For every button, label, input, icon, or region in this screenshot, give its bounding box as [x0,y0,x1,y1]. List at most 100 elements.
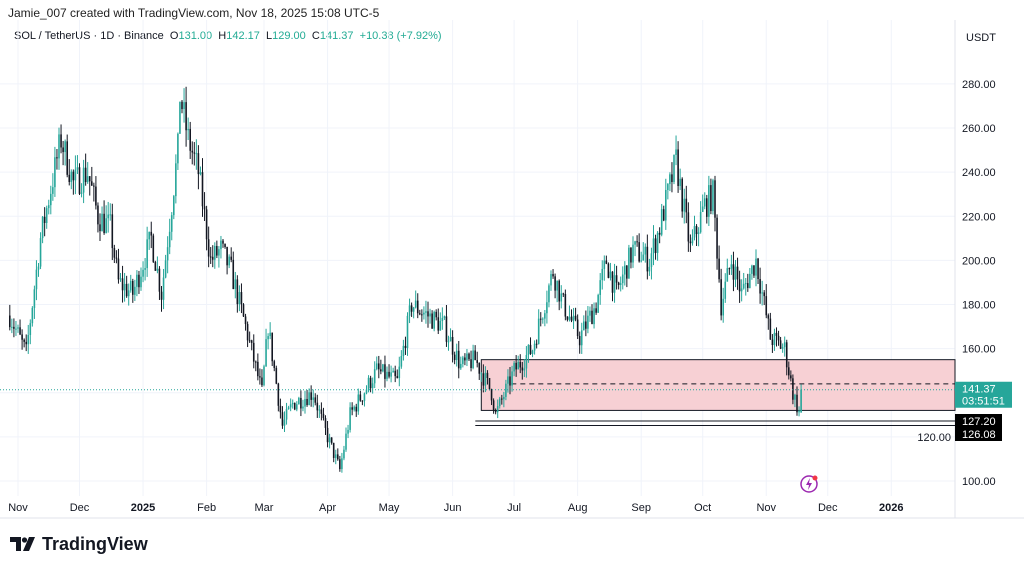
candle-body [636,241,638,243]
candle [675,135,677,166]
symbol-name[interactable]: SOL / TetherUS · 1D · Binance [14,30,164,42]
candle-body [607,263,610,278]
candle-body [291,402,294,405]
candle-body [794,394,796,400]
candle [644,243,647,263]
candle-body [662,209,665,221]
candle-body [611,271,614,293]
candle-body [232,259,235,290]
candle [199,166,202,176]
candle [72,169,75,195]
candle-body [390,372,392,377]
candle-body [408,305,411,316]
candle [578,331,581,354]
candle [521,361,524,380]
candle-body [25,341,27,345]
candle-body [58,134,60,159]
x-tick-label: Dec [70,502,90,514]
candle [542,317,544,324]
candle [332,442,335,463]
candle-body [265,339,267,367]
tradingview-logo-icon [10,536,35,551]
candle [191,141,194,165]
candle-body [744,283,747,285]
candle [265,328,267,367]
candle-body [773,332,776,346]
x-tick-label: Sep [631,502,651,514]
candle [35,260,38,301]
candle [648,258,651,276]
candle-body [226,246,228,266]
candle-body [783,342,786,348]
candle-body [484,372,487,386]
candle-body [404,345,407,349]
countdown-label: 03:51:51 [962,396,1005,408]
candle [205,205,208,251]
candle [800,384,802,413]
candle-body [86,176,89,183]
candle [765,284,768,319]
candle [15,320,17,336]
candle-body [314,397,317,403]
x-tick-label: 2026 [879,502,903,514]
candle-body [703,198,706,207]
candle-body [168,231,171,248]
candle [630,247,632,269]
candle-body [316,402,319,411]
candle-body [388,371,390,377]
candle-body [76,167,79,170]
y-tick-label: 100.00 [962,476,996,488]
candle [660,203,663,237]
candle-body [146,239,148,269]
candle [82,159,85,204]
candle-body [693,226,696,238]
candle-body [189,128,191,151]
candle [798,406,800,417]
candle-body [685,198,688,213]
candle-body [285,409,288,420]
candle-body [736,266,739,280]
candle-body [654,238,657,253]
candle [351,402,353,416]
candle-body [39,238,42,267]
candle [296,401,298,412]
candle [490,388,493,406]
candle [572,307,575,329]
candle-body [433,311,435,329]
candle-body [246,324,249,341]
candle-body [216,245,218,256]
candle-body [585,321,587,329]
candle [677,141,679,193]
candle [455,343,458,367]
candle [287,405,290,410]
candle [607,262,610,279]
candle [244,313,247,331]
candle-body [349,407,351,430]
candle [177,132,179,171]
candle [234,271,237,299]
candle [390,365,392,383]
high-label: H [218,30,227,42]
candle-body [800,389,802,413]
candle-body [238,292,241,305]
candle-body [488,377,491,390]
candle [503,391,505,408]
candle [671,162,673,193]
candle-body [761,292,763,294]
candle-body [103,213,105,234]
candle [652,225,655,266]
candle-body [185,102,187,131]
open-label: O [169,30,179,42]
candle-body [740,288,743,292]
last-price-label-bg [955,381,1012,408]
candle-body [457,350,460,369]
candle-body [706,198,708,217]
candle-body [710,185,712,212]
candle [544,309,546,327]
candle-body [392,370,394,373]
candle-body [767,315,770,319]
tradingview-logo[interactable]: TradingView [10,534,148,555]
candle [220,235,222,259]
candle-body [369,377,372,389]
